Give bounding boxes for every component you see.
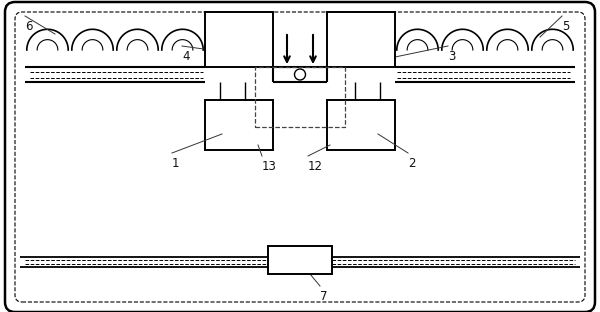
Bar [268, 246, 332, 274]
Text: 7: 7 [320, 290, 328, 303]
Text: 3: 3 [448, 50, 455, 63]
Text: 1: 1 [172, 157, 179, 170]
Text: 12: 12 [308, 160, 323, 173]
Bar [255, 67, 345, 127]
Bar [205, 12, 273, 67]
Bar [327, 12, 395, 67]
Text: 5: 5 [562, 20, 569, 33]
Bar [327, 100, 395, 150]
Text: 6: 6 [25, 20, 32, 33]
Text: 2: 2 [408, 157, 415, 170]
Text: 13: 13 [262, 160, 277, 173]
FancyBboxPatch shape [5, 2, 595, 312]
Bar [205, 100, 273, 150]
Text: 4: 4 [182, 50, 190, 63]
